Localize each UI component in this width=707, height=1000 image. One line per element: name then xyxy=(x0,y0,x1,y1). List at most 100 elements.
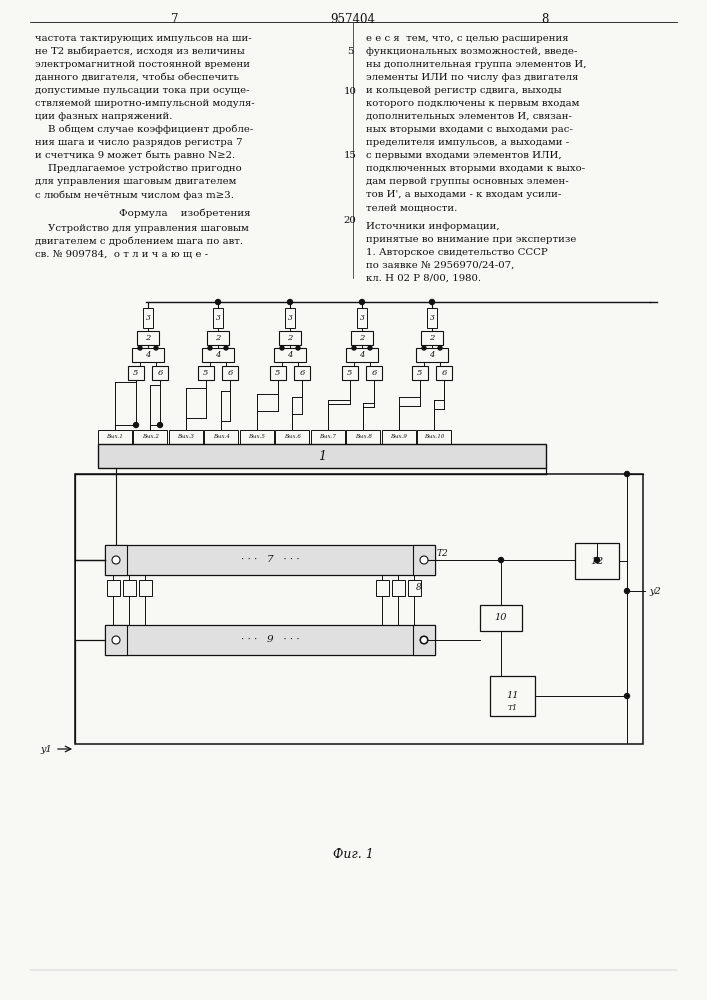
Bar xyxy=(132,348,164,362)
Text: данного двигателя, чтобы обеспечить: данного двигателя, чтобы обеспечить xyxy=(35,73,239,82)
Text: электромагнитной постоянной времени: электромагнитной постоянной времени xyxy=(35,60,250,69)
Text: T1: T1 xyxy=(508,704,518,712)
Bar xyxy=(490,676,535,716)
Text: 6: 6 xyxy=(371,369,377,377)
Text: T2: T2 xyxy=(437,548,449,558)
Bar xyxy=(421,331,443,345)
Text: 4: 4 xyxy=(287,351,293,359)
Text: 2: 2 xyxy=(359,334,365,342)
Circle shape xyxy=(438,346,442,350)
Bar xyxy=(105,545,435,575)
Text: ции фазных напряжений.: ции фазных напряжений. xyxy=(35,112,173,121)
Text: 4: 4 xyxy=(216,351,221,359)
Bar xyxy=(198,366,214,380)
Bar xyxy=(413,545,435,575)
Text: Вых.5: Вых.5 xyxy=(249,434,265,440)
Text: 15: 15 xyxy=(344,151,356,160)
Text: 2: 2 xyxy=(216,334,221,342)
Text: 5: 5 xyxy=(134,369,139,377)
Bar xyxy=(294,366,310,380)
Circle shape xyxy=(429,300,435,304)
Text: которого подключены к первым входам: которого подключены к первым входам xyxy=(366,99,579,108)
Circle shape xyxy=(280,346,284,350)
Bar xyxy=(105,625,127,655)
Bar xyxy=(346,348,378,362)
Circle shape xyxy=(224,346,228,350)
Circle shape xyxy=(158,422,163,428)
Text: 5: 5 xyxy=(417,369,423,377)
Text: 3: 3 xyxy=(360,314,364,322)
Circle shape xyxy=(624,588,629,593)
Bar xyxy=(139,580,152,596)
Text: 1: 1 xyxy=(318,450,326,462)
Text: 12: 12 xyxy=(590,556,604,566)
Circle shape xyxy=(359,300,365,304)
Text: Формула    изобретения: Формула изобретения xyxy=(119,209,251,219)
Bar xyxy=(382,430,416,444)
Bar xyxy=(128,366,144,380)
Bar xyxy=(123,580,136,596)
Bar xyxy=(392,580,405,596)
Text: 4: 4 xyxy=(146,351,151,359)
Bar xyxy=(107,580,120,596)
Bar xyxy=(575,543,619,579)
Text: тов И', а выходами - к входам усили-: тов И', а выходами - к входам усили- xyxy=(366,190,561,199)
Text: Вых.3: Вых.3 xyxy=(177,434,194,440)
Bar xyxy=(202,348,234,362)
Circle shape xyxy=(112,556,120,564)
Text: двигателем с дроблением шага по авт.: двигателем с дроблением шага по авт. xyxy=(35,237,243,246)
Bar xyxy=(75,474,643,744)
Text: 11: 11 xyxy=(506,692,519,700)
Bar xyxy=(134,430,168,444)
Text: допустимые пульсации тока при осуще-: допустимые пульсации тока при осуще- xyxy=(35,86,250,95)
Text: 4: 4 xyxy=(429,351,435,359)
Circle shape xyxy=(216,300,221,304)
Text: св. № 909784,  о т л и ч а ю щ е -: св. № 909784, о т л и ч а ю щ е - xyxy=(35,250,208,259)
Circle shape xyxy=(288,300,293,304)
Text: Вых.1: Вых.1 xyxy=(107,434,124,440)
Text: ны дополнительная группа элементов И,: ны дополнительная группа элементов И, xyxy=(366,60,587,69)
Text: с любым нечётным числом фаз m≥3.: с любым нечётным числом фаз m≥3. xyxy=(35,190,234,200)
Text: дам первой группы основных элемен-: дам первой группы основных элемен- xyxy=(366,177,568,186)
Text: пределителя импульсов, а выходами -: пределителя импульсов, а выходами - xyxy=(366,138,569,147)
Text: ствляемой широтно-импульсной модуля-: ствляемой широтно-импульсной модуля- xyxy=(35,99,255,108)
Text: 6: 6 xyxy=(228,369,233,377)
Text: 5: 5 xyxy=(347,369,353,377)
Text: не Т2 выбирается, исходя из величины: не Т2 выбирается, исходя из величины xyxy=(35,47,245,56)
Bar xyxy=(276,430,310,444)
Text: Фиг. 1: Фиг. 1 xyxy=(332,848,373,861)
Text: Вых.6: Вых.6 xyxy=(284,434,301,440)
Bar xyxy=(480,605,522,631)
Bar xyxy=(366,366,382,380)
Text: Источники информации,: Источники информации, xyxy=(366,222,500,231)
Bar xyxy=(137,331,159,345)
Text: дополнительных элементов И, связан-: дополнительных элементов И, связан- xyxy=(366,112,572,121)
Circle shape xyxy=(422,346,426,350)
Text: 2: 2 xyxy=(429,334,435,342)
Bar xyxy=(143,308,153,328)
Text: Вых.9: Вых.9 xyxy=(390,434,407,440)
Text: 7: 7 xyxy=(171,13,179,26)
Text: 957404: 957404 xyxy=(330,13,375,26)
Circle shape xyxy=(624,694,629,698)
Text: и счетчика 9 может быть равно N≥2.: и счетчика 9 может быть равно N≥2. xyxy=(35,151,235,160)
Bar xyxy=(376,580,389,596)
Bar xyxy=(357,308,367,328)
Text: Предлагаемое устройство пригодно: Предлагаемое устройство пригодно xyxy=(35,164,242,173)
Bar xyxy=(279,331,301,345)
Circle shape xyxy=(624,472,629,477)
Text: е е с я  тем, что, с целью расширения: е е с я тем, что, с целью расширения xyxy=(366,34,568,43)
Bar xyxy=(207,331,229,345)
Bar xyxy=(427,308,437,328)
Bar xyxy=(98,444,546,468)
Text: 10: 10 xyxy=(344,87,356,96)
Text: · · ·   9   · · ·: · · · 9 · · · xyxy=(240,636,299,645)
Bar xyxy=(270,366,286,380)
Text: 6: 6 xyxy=(299,369,305,377)
Bar xyxy=(418,430,452,444)
Text: 6: 6 xyxy=(158,369,163,377)
Text: 3: 3 xyxy=(430,314,434,322)
Text: Вых.8: Вых.8 xyxy=(355,434,372,440)
Text: 4: 4 xyxy=(359,351,365,359)
Text: 3: 3 xyxy=(146,314,151,322)
